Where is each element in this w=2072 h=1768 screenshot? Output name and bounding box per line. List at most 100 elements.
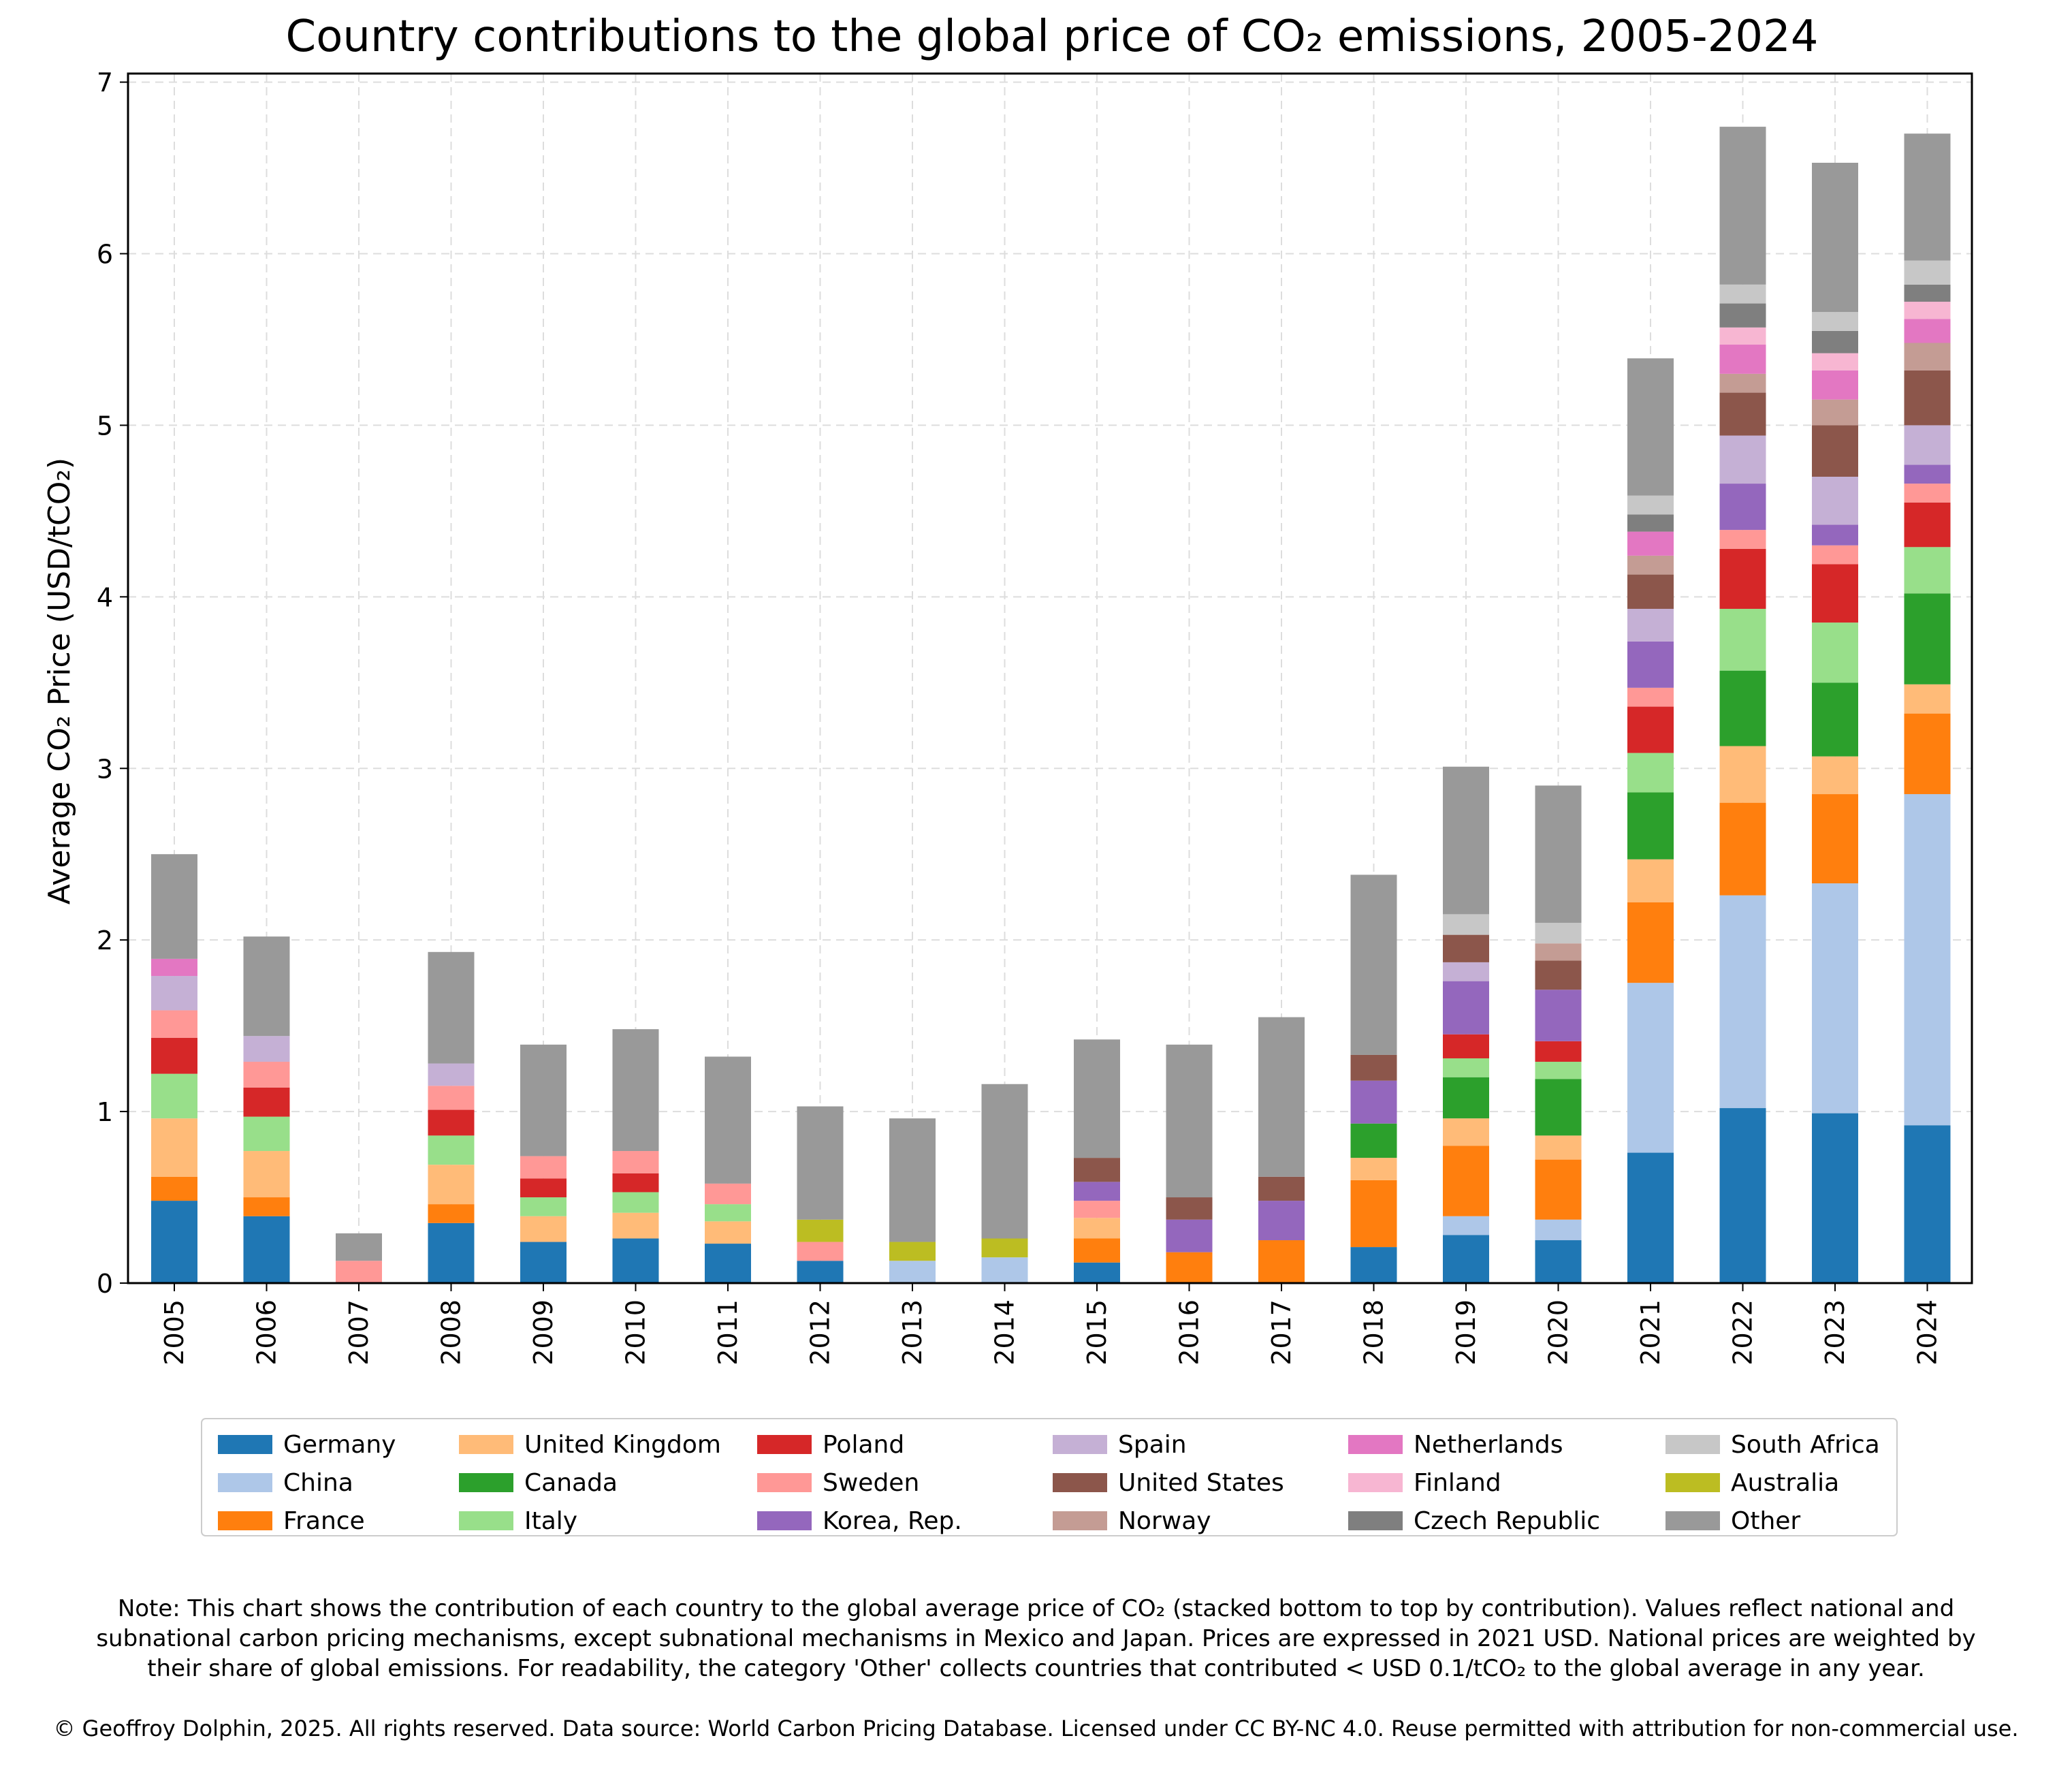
bar-segment-france (1350, 1180, 1397, 1248)
bar-segment-czech-republic (1904, 284, 1951, 302)
legend: Germany China France United Kingdom Canada It… (201, 1418, 1898, 1536)
legend-label: Norway (1118, 1507, 1211, 1535)
bar-segment-united-states (1535, 960, 1582, 990)
x-tick-label: 2007 (344, 1299, 374, 1366)
legend-swatch (757, 1435, 812, 1454)
x-tick-label: 2020 (1544, 1299, 1574, 1366)
bar-segment-spain (1812, 477, 1858, 525)
legend-swatch (1053, 1511, 1107, 1530)
legend-label: Finland (1414, 1469, 1501, 1497)
x-tick-label: 2012 (806, 1299, 835, 1366)
x-tick-label: 2016 (1175, 1299, 1205, 1366)
legend-label: France (283, 1507, 365, 1535)
x-tick-label: 2019 (1451, 1299, 1481, 1366)
bar-segment-united-kingdom (1350, 1158, 1397, 1180)
bar-segment-china (1812, 883, 1858, 1114)
bar-segment-other (1812, 162, 1858, 313)
bar-segment-korea-rep (1904, 464, 1951, 484)
axes: 0 1 2 3 4 5 6 7 2005 2006 2007 2008 2009 2010 2011 2012… (97, 68, 1943, 1366)
bar-segment-south-africa (1812, 312, 1858, 331)
bar-segment-united-states (1258, 1176, 1305, 1201)
bar-segment-spain (428, 1063, 475, 1086)
bar-segment-czech-republic (1719, 303, 1766, 328)
legend-label: Italy (524, 1507, 577, 1535)
bar-segment-canada (1443, 1077, 1489, 1119)
bar-segment-germany (1350, 1247, 1397, 1283)
bar-segment-united-kingdom (1443, 1118, 1489, 1146)
bar-segment-united-kingdom (151, 1118, 197, 1177)
y-tick-label: 0 (97, 1269, 113, 1299)
bar-segment-china (981, 1257, 1028, 1283)
bar-segment-sweden (1074, 1201, 1120, 1218)
legend-swatch (218, 1435, 272, 1454)
bar-segment-other (705, 1056, 751, 1184)
bar-segment-south-africa (1443, 914, 1489, 935)
bar-segment-australia (797, 1219, 844, 1242)
y-tick-label: 5 (97, 411, 113, 441)
legend-swatch (1053, 1435, 1107, 1454)
y-tick-label: 4 (97, 582, 113, 612)
bar-segment-italy (243, 1116, 290, 1152)
bar-segment-other (428, 951, 475, 1064)
bar-segment-other (1166, 1044, 1213, 1198)
bar-segment-other (1443, 766, 1489, 915)
bar-segment-germany (1074, 1262, 1120, 1283)
bar-segment-united-kingdom (428, 1165, 475, 1205)
bar-segment-korea-rep (1074, 1182, 1120, 1201)
note-line: Note: This chart shows the contribution … (117, 1595, 1955, 1622)
bar-segment-other (151, 854, 197, 959)
legend-label: Netherlands (1414, 1431, 1563, 1459)
bar-segment-finland (1904, 302, 1951, 319)
x-tick-label: 2013 (897, 1299, 927, 1366)
bar-segment-norway (1719, 373, 1766, 393)
bar-segment-norway (1812, 399, 1858, 426)
bar-segment-poland (1627, 706, 1674, 753)
bar-segment-united-states (1627, 574, 1674, 609)
bar-segment-germany (1535, 1240, 1582, 1283)
legend-swatch (1053, 1473, 1107, 1492)
bar-segment-other (1535, 785, 1582, 923)
bar-segment-italy (520, 1197, 567, 1216)
bar-segment-germany (243, 1216, 290, 1283)
bar-segment-germany (1627, 1152, 1674, 1283)
bar-segment-china (1535, 1219, 1582, 1241)
bar-segment-spain (243, 1036, 290, 1062)
bar-segment-sweden (705, 1183, 751, 1205)
x-tick-label: 2017 (1266, 1299, 1296, 1366)
bar-segment-netherlands (1627, 531, 1674, 556)
x-tick-label: 2010 (621, 1299, 651, 1366)
bar-segment-united-kingdom (705, 1221, 751, 1244)
bar-segment-finland (1719, 327, 1766, 345)
bar-segment-poland (1535, 1041, 1582, 1062)
bar-segment-other (336, 1233, 382, 1261)
bar-segment-south-africa (1719, 284, 1766, 304)
bar-segment-italy (1443, 1058, 1489, 1077)
bar-segment-france (1074, 1238, 1120, 1263)
bar-segment-other (797, 1106, 844, 1220)
bar-segment-germany (520, 1242, 567, 1283)
bar-segment-italy (1627, 753, 1674, 793)
bar-segment-netherlands (1904, 319, 1951, 343)
bar-segment-other (1074, 1039, 1120, 1158)
bar-segment-italy (1904, 547, 1951, 594)
legend-swatch (1665, 1435, 1720, 1454)
chart: Country contributions to the global pric… (42, 12, 1973, 1536)
chart-note: Note: This chart shows the contribution … (0, 1594, 2072, 1684)
bar-segment-sweden (797, 1242, 844, 1261)
bar-segment-canada (1627, 792, 1674, 859)
legend-label: Canada (524, 1469, 618, 1497)
bar-segment-italy (705, 1204, 751, 1222)
note-line: subnational carbon pricing mechanisms, e… (96, 1625, 1976, 1652)
x-tick-label: 2024 (1913, 1299, 1943, 1366)
x-tick-label: 2021 (1636, 1299, 1665, 1366)
bar-segment-norway (1904, 343, 1951, 370)
bar-segment-canada (1350, 1123, 1397, 1158)
bar-segment-united-states (1074, 1158, 1120, 1182)
legend-swatch (1348, 1473, 1403, 1492)
x-tick-label: 2006 (252, 1299, 282, 1366)
bar-segment-korea-rep (1627, 641, 1674, 688)
bar-segment-germany (1812, 1113, 1858, 1283)
y-tick-label: 6 (97, 240, 113, 270)
legend-swatch (1348, 1511, 1403, 1530)
bar-segment-france (151, 1176, 197, 1201)
